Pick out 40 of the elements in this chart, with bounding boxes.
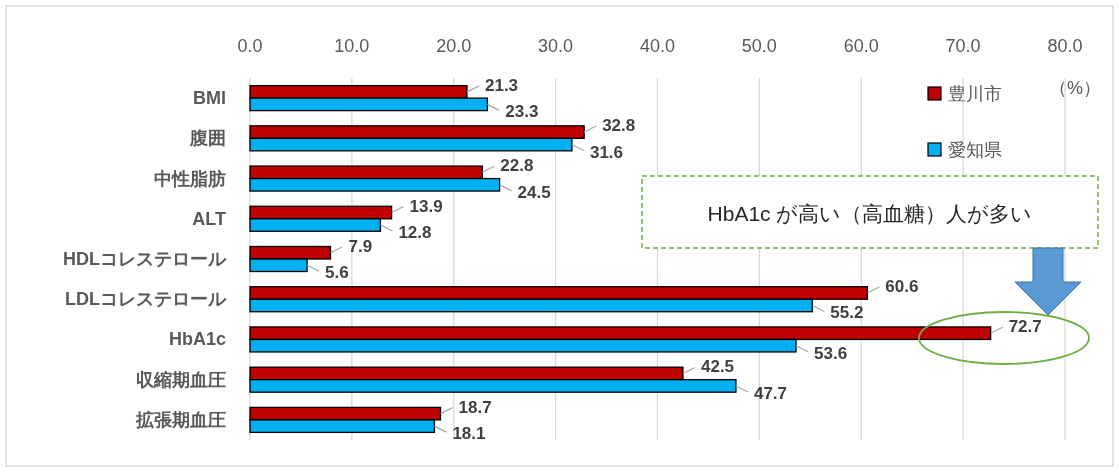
y-tick-label: ALT bbox=[192, 208, 226, 229]
x-tick-label: 80.0 bbox=[1047, 36, 1083, 56]
data-label: 60.6 bbox=[885, 276, 919, 296]
y-tick-label: LDLコレステロール bbox=[65, 289, 227, 310]
data-label: 5.6 bbox=[325, 263, 349, 283]
data-label: 42.5 bbox=[700, 357, 735, 377]
x-tick-label: 60.0 bbox=[843, 36, 879, 56]
x-tick-label: 30.0 bbox=[538, 36, 574, 56]
data-label: 32.8 bbox=[602, 116, 636, 136]
legend-label: 豊川市 bbox=[948, 84, 1002, 104]
y-tick-label: 拡張期血圧 bbox=[135, 409, 226, 430]
y-tick-label: HDLコレステロール bbox=[63, 249, 227, 269]
y-tick-label: 中性脂肪 bbox=[154, 168, 226, 189]
data-label: 18.7 bbox=[458, 397, 492, 417]
legend-label: 愛知県 bbox=[948, 140, 1002, 160]
y-tick-label: HbA1c bbox=[168, 329, 226, 350]
y-tick-label: 収縮期血圧 bbox=[136, 369, 226, 390]
x-tick-label: 40.0 bbox=[639, 36, 676, 56]
data-label: 24.5 bbox=[517, 182, 551, 202]
data-label: 18.1 bbox=[452, 424, 486, 444]
data-label: 47.7 bbox=[753, 383, 788, 403]
x-tick-label: 70.0 bbox=[945, 36, 981, 56]
data-label: 13.9 bbox=[409, 196, 443, 216]
x-axis-title: （%） bbox=[1048, 78, 1102, 98]
x-tick-label: 10.0 bbox=[334, 36, 370, 56]
y-tick-label: BMI bbox=[193, 88, 226, 109]
data-label: 72.7 bbox=[1008, 317, 1042, 337]
x-tick-label: 20.0 bbox=[436, 36, 472, 56]
data-label: 31.6 bbox=[589, 142, 624, 162]
data-label: 23.3 bbox=[505, 102, 539, 122]
x-tick-label: 0.0 bbox=[237, 36, 263, 56]
data-label: 7.9 bbox=[348, 236, 373, 256]
data-label: 12.8 bbox=[398, 223, 432, 243]
data-label: 55.2 bbox=[830, 303, 864, 323]
data-label: 22.8 bbox=[500, 156, 534, 176]
x-tick-label: 50.0 bbox=[741, 36, 777, 56]
annotation: HbA1c が高い（高血糖）人が多い bbox=[707, 202, 1033, 225]
data-label: 53.6 bbox=[814, 343, 848, 363]
data-label: 21.3 bbox=[484, 75, 519, 95]
y-tick-label: 腹囲 bbox=[189, 128, 226, 149]
